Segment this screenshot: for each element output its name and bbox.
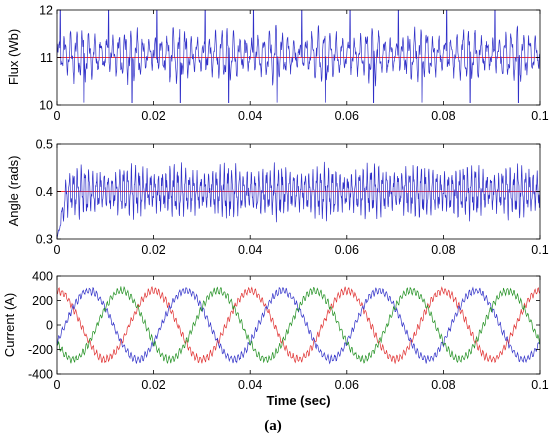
y-tick-label: 12	[39, 4, 53, 18]
x-tick-label: 0.02	[141, 378, 165, 392]
panel-3: 0 0.02 0.04 0.06 0.08 0.1 400 200 0 -200 -400 Curre…	[2, 270, 549, 409]
plot-frame	[56, 275, 541, 375]
x-tick-label: 0.08	[431, 378, 455, 392]
x-tick-label: 0.1	[531, 109, 548, 123]
x-tick-label: 0.04	[238, 109, 262, 123]
x-tick-label: 0.04	[238, 378, 262, 392]
x-tick-label: 0	[54, 243, 61, 257]
y-tick-label: 400	[32, 270, 53, 284]
x-tick-label: 0	[54, 378, 61, 392]
y-axis-label: Angle (rads)	[6, 156, 21, 227]
x-tick-label: 0	[54, 109, 61, 123]
series-estimated-line	[57, 161, 540, 239]
x-tick-label: 0.08	[431, 109, 455, 123]
x-tick-label: 0.04	[238, 243, 262, 257]
series-phase-b-line	[57, 286, 540, 365]
figure-caption: (a)	[264, 418, 282, 434]
series-estimated-line	[57, 10, 540, 103]
x-tick-label: 0.06	[335, 378, 359, 392]
y-tick-label: 10	[39, 99, 53, 113]
panel-2: 0 0.02 0.04 0.06 0.08 0.1 0.3 0.4 0.5 Angle (rads…	[6, 138, 549, 258]
x-tick-label: 0.02	[141, 109, 165, 123]
series-phase-c-line	[57, 285, 540, 364]
y-tick-label: 11	[40, 51, 53, 65]
x-tick-label: 0.06	[335, 109, 359, 123]
panel-1: 0 0.02 0.04 0.06 0.08 0.1 10 11 12 Flux (Wb)	[6, 4, 549, 124]
x-tick-label: 0.02	[141, 243, 165, 257]
y-tick-label: 0.5	[36, 138, 53, 152]
x-tick-label: 0.1	[531, 243, 548, 257]
y-tick-label: -400	[28, 368, 53, 382]
y-axis-label: Flux (Wb)	[6, 29, 21, 85]
y-tick-label: 200	[32, 294, 53, 308]
y-tick-label: 0	[46, 319, 53, 333]
x-axis-label: Time (sec)	[266, 393, 330, 408]
x-tick-label: 0.08	[431, 243, 455, 257]
y-axis-label: Current (A)	[2, 293, 17, 357]
x-tick-label: 0.06	[335, 243, 359, 257]
x-tick-label: 0.1	[531, 378, 548, 392]
y-tick-label: -200	[28, 343, 53, 357]
y-tick-label: 0.4	[36, 185, 53, 199]
y-tick-label: 0.3	[36, 233, 53, 247]
